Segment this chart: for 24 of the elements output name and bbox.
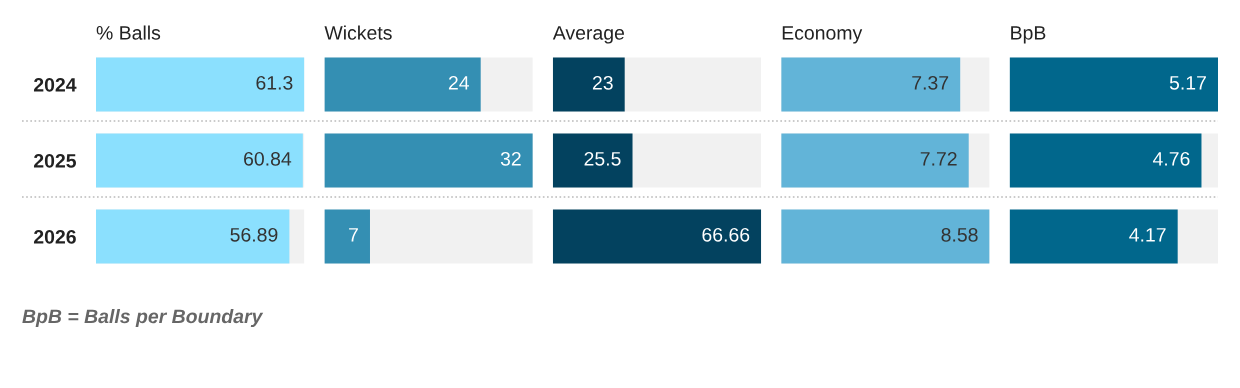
data-label: 8.58 bbox=[941, 227, 978, 242]
chart-title: Average bbox=[552, 26, 625, 44]
data-label: 4.17 bbox=[1129, 228, 1166, 242]
data-label: 4.76 bbox=[1152, 151, 1190, 166]
data-label: 66.66 bbox=[702, 227, 750, 242]
chart-title: Wickets bbox=[324, 25, 392, 40]
chart-title: Economy bbox=[782, 26, 863, 44]
data-label: 56.89 bbox=[230, 227, 278, 242]
data-label: 25.5 bbox=[584, 151, 621, 166]
y-tick-label: 2025 bbox=[33, 153, 77, 168]
data-label: 61.3 bbox=[256, 75, 293, 90]
y-tick-label: 2024 bbox=[33, 77, 77, 92]
chart-title: % Balls bbox=[96, 25, 161, 40]
chart-title: BpB bbox=[1011, 26, 1046, 44]
y-tick-label: 2026 bbox=[33, 229, 76, 244]
data-label: 60.84 bbox=[244, 151, 292, 166]
text: BpB = Balls per Boundary bbox=[22, 308, 264, 328]
data-label: 7.37 bbox=[912, 75, 949, 90]
data-label: 5.17 bbox=[1169, 76, 1206, 90]
data-label: 7.72 bbox=[920, 151, 957, 166]
data-label: 7 bbox=[349, 228, 358, 242]
data-label: 24 bbox=[448, 75, 470, 90]
data-label: 23 bbox=[592, 75, 613, 90]
data-label: 32 bbox=[500, 151, 521, 166]
